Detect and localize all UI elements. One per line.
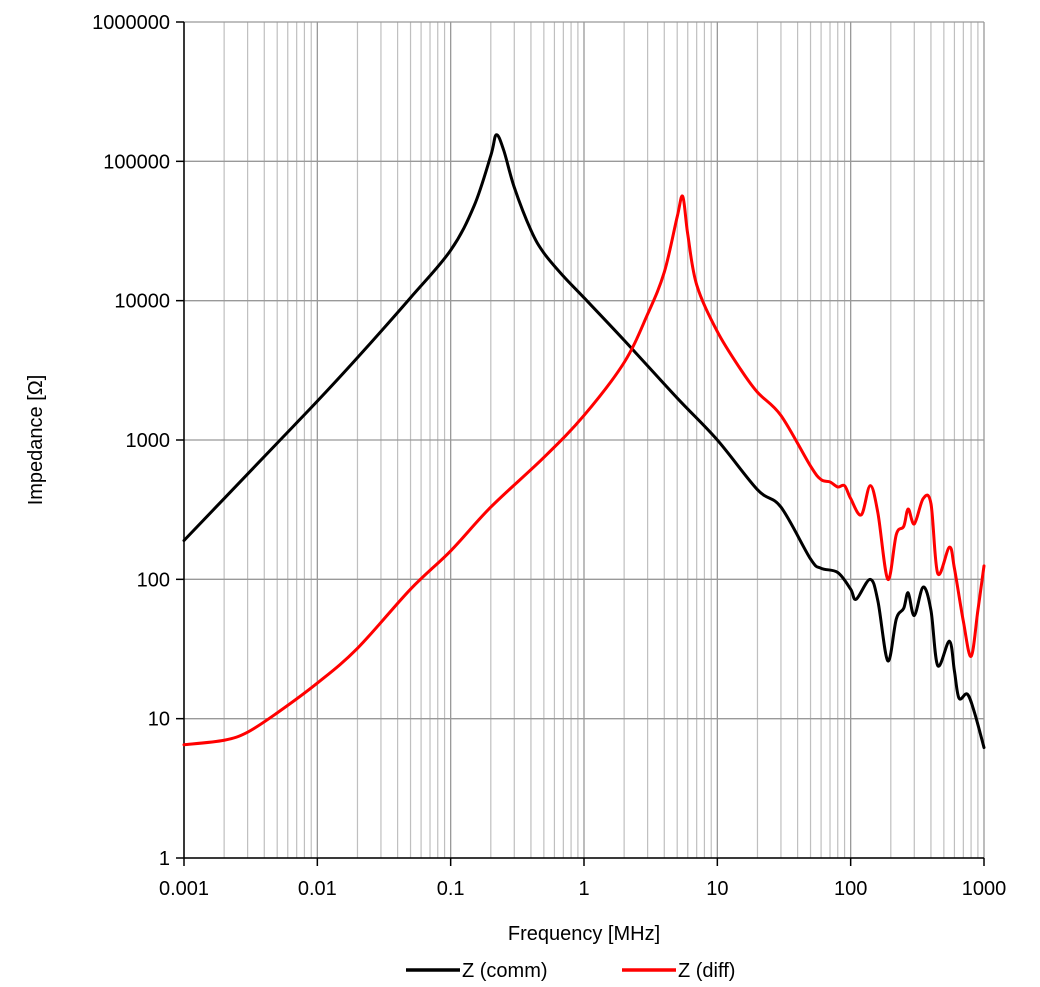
x-tick-labels: 0.001 0.01 0.1 1 10 100 1000 [159, 878, 1006, 900]
y-tick-labels: 1 10 100 1000 10000 100000 1000000 [92, 12, 170, 870]
y-tick-label: 1000000 [92, 12, 170, 34]
series-line-z-comm [182, 133, 986, 750]
y-tick-label: 10 [148, 709, 170, 731]
x-tick-label: 10 [706, 878, 728, 900]
y-tick-label: 10000 [114, 291, 170, 313]
x-tick-label: 100 [834, 878, 867, 900]
series-line-z-diff [182, 194, 986, 747]
x-tick-label: 1 [578, 878, 589, 900]
x-axis-title: Frequency [MHz] [508, 923, 660, 945]
y-tick-label: 1000 [126, 430, 171, 452]
x-tick-label: 0.001 [159, 878, 209, 900]
major-gridlines [183, 21, 985, 859]
x-tick-label: 0.01 [298, 878, 337, 900]
x-tick-label: 0.1 [437, 878, 465, 900]
x-tick-label: 1000 [962, 878, 1007, 900]
legend: Z (comm) Z (diff) [406, 960, 735, 982]
series-layer [182, 133, 986, 750]
y-tick-label: 100000 [103, 151, 170, 173]
y-tick-label: 100 [137, 569, 170, 591]
y-tick-label: 1 [159, 848, 170, 870]
axes [176, 21, 985, 866]
y-axis-title: Impedance [Ω] [25, 375, 47, 506]
legend-label-z-diff: Z (diff) [678, 960, 735, 982]
legend-label-z-comm: Z (comm) [462, 960, 548, 982]
